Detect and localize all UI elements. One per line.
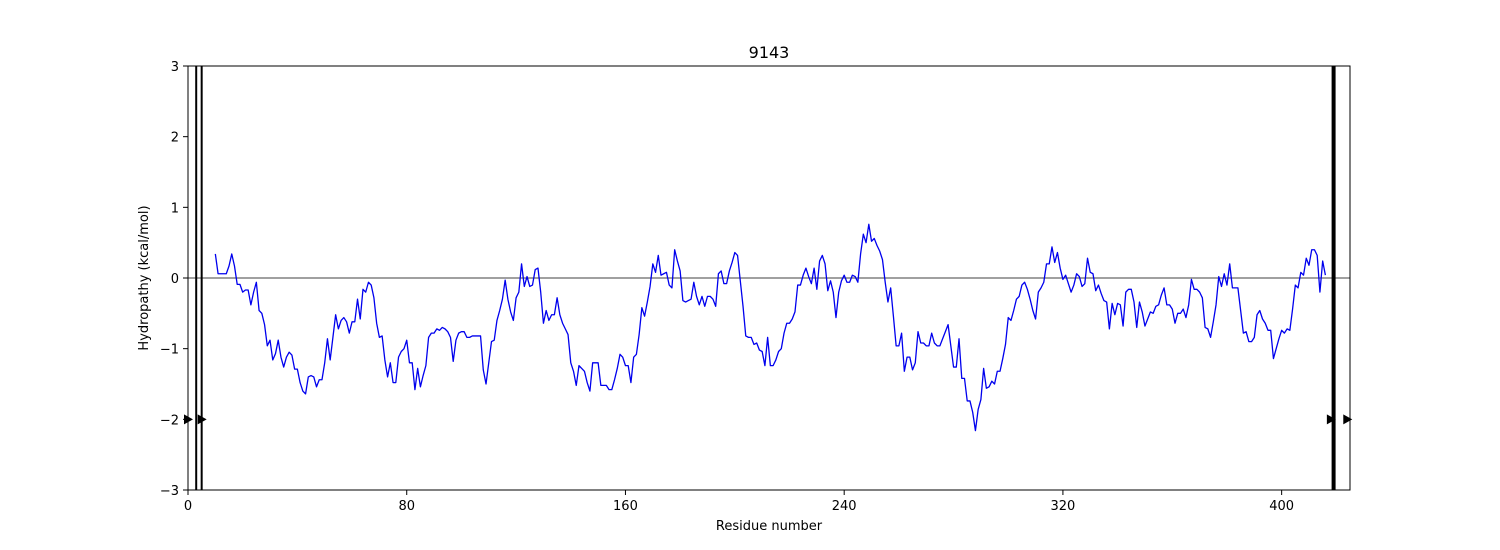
plot-area: 0 80 160 240 320 400 −3 −2 −1 0 1 2 3 xyxy=(160,60,1353,514)
triangle-marker-3 xyxy=(1343,414,1353,425)
y-tick-label: −3 xyxy=(160,484,179,499)
x-tick-label: 80 xyxy=(398,499,415,514)
y-tick-label: −1 xyxy=(160,343,179,358)
series-line-hydropathy xyxy=(214,223,1327,432)
x-tick-label: 160 xyxy=(613,499,638,514)
y-axis-label: Hydropathy (kcal/mol) xyxy=(137,205,152,350)
triangle-marker-2 xyxy=(1326,414,1336,425)
triangle-marker-1 xyxy=(197,414,207,425)
x-tick-label: 320 xyxy=(1051,499,1076,514)
y-tick-label: 2 xyxy=(171,131,179,146)
y-tick-label: 1 xyxy=(171,201,179,216)
y-tick-label: 3 xyxy=(171,60,179,75)
chart-title: 9143 xyxy=(749,43,790,62)
x-tick-label: 240 xyxy=(832,499,857,514)
y-tick-label: −2 xyxy=(160,413,179,428)
x-axis-label: Residue number xyxy=(716,519,823,534)
x-tick-label: 0 xyxy=(184,499,192,514)
y-tick-label: 0 xyxy=(171,272,179,287)
x-tick-label: 400 xyxy=(1269,499,1294,514)
